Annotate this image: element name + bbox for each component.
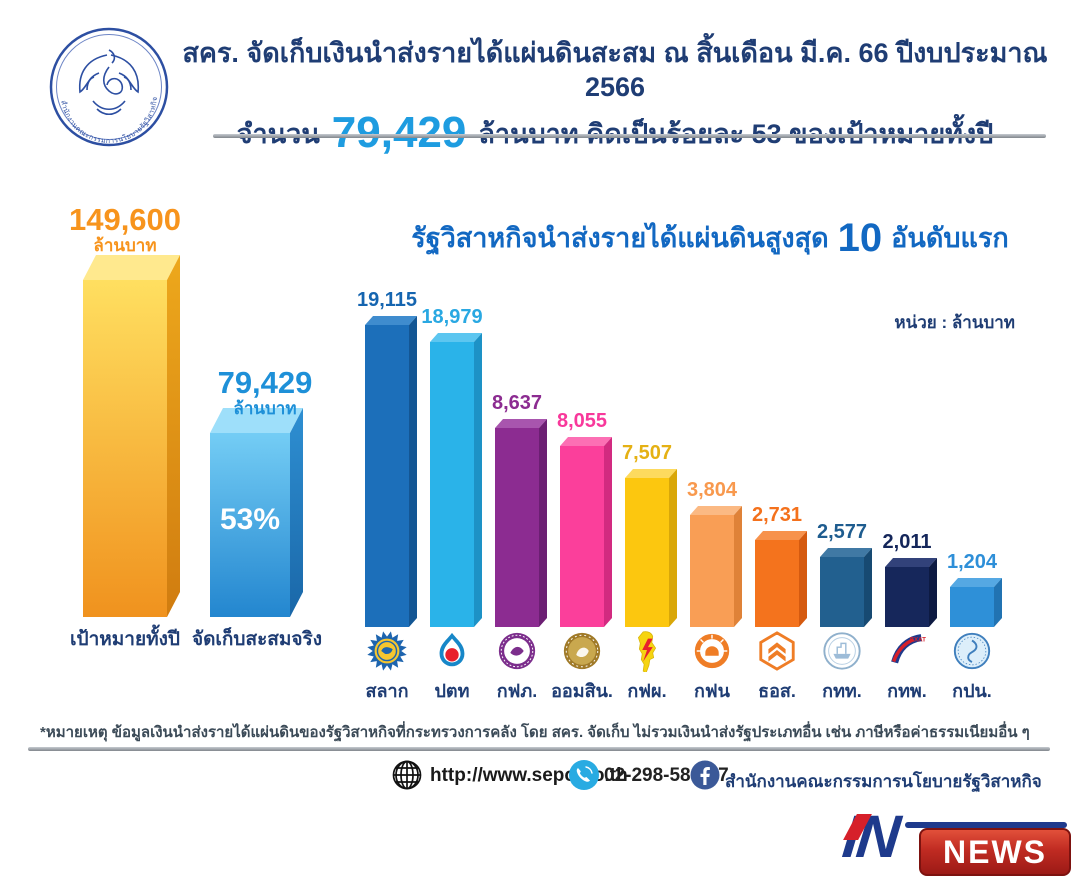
globe-icon [391, 759, 423, 791]
facebook-page-name: สำนักงานคณะกรรมการนโยบายรัฐวิสาหกิจ [725, 772, 1042, 791]
bar-value-label: 7,507 [621, 442, 673, 464]
ptt-icon [431, 630, 473, 672]
svg-text:EXAT: EXAT [910, 636, 926, 643]
egat-icon [626, 630, 668, 674]
top10-title-suffix: อันดับแรก [891, 223, 1009, 253]
bar-category-label: กฟผ. [627, 681, 667, 701]
header-title-block: สคร. จัดเก็บเงินนำส่งรายได้แผ่นดินสะสม ณ… [170, 36, 1060, 155]
bar-value-label: 2,731 [751, 504, 803, 526]
top10-title-prefix: รัฐวิสาหกิจนำส่งรายได้แผ่นดินสูงสุด [411, 223, 829, 253]
bar-category-label: กทท. [822, 681, 862, 701]
bar-value-label: 1,204 [946, 551, 998, 573]
bar-3d-ธอส. [755, 531, 807, 627]
bar-value-label: 8,637 [491, 392, 543, 414]
bar-value-label: 79,429 ล้านบาท [205, 366, 325, 419]
bar-value-label: 149,600 ล้านบาท [60, 203, 190, 256]
bar-category-label: ปตท [434, 681, 470, 701]
innews-blue-bar [905, 822, 1067, 828]
bar-value-label: 2,011 [882, 531, 932, 553]
top10-chart-title: รัฐวิสาหกิจนำส่งรายได้แผ่นดินสูงสุด 10 อ… [385, 216, 1035, 259]
bar-category-label: กปน. [952, 681, 992, 701]
top10-title-number: 10 [837, 215, 883, 260]
pea-icon [496, 630, 538, 672]
bar-value-label: 19,115 [356, 289, 418, 311]
bar-3d-ปตท [430, 333, 482, 627]
innews-logo: IN NEWS [840, 803, 1071, 876]
title-amount-prefix: จำนวน [237, 112, 320, 155]
lottery-office-icon [366, 630, 408, 672]
pat-icon [821, 630, 863, 672]
bar-category-label: กฟน [694, 681, 730, 701]
ghb-icon [756, 630, 798, 672]
bar-category-label: จัดเก็บสะสมจริง [191, 629, 323, 650]
unit-note: หน่วย : ล้านบาท [894, 313, 1015, 332]
header-divider [213, 134, 1046, 138]
main-title-line2: จำนวน 79,429 ล้านบาท คิดเป็นร้อยละ 53 ขอ… [170, 111, 1060, 155]
bar-value-number: 149,600 [68, 202, 182, 237]
bar-value-label: 2,577 [816, 521, 868, 543]
bar-value-label: 3,804 [686, 479, 738, 501]
bar-value-unit: ล้านบาท [93, 236, 157, 255]
title-amount-suffix: ล้านบาท คิดเป็นร้อยละ 53 ของเป้าหมายทั้ง… [478, 112, 993, 155]
bar-category-label: เป้าหมายทั้งปี [70, 629, 180, 650]
bar-value-unit: ล้านบาท [233, 399, 297, 418]
bar-value-label: 8,055 [556, 410, 608, 432]
main-title-line1: สคร. จัดเก็บเงินนำส่งรายได้แผ่นดินสะสม ณ… [182, 38, 1048, 102]
facebook-icon [690, 760, 720, 790]
bar-3d-กฟภ. [495, 419, 547, 627]
innews-news-box: NEWS [919, 828, 1071, 876]
title-amount-value: 79,429 [331, 108, 467, 157]
footer-divider [28, 747, 1050, 751]
bar-3d-กทพ. [885, 558, 937, 627]
phone-icon [568, 759, 600, 791]
bar-value-label: 18,979 [421, 306, 483, 328]
bar-category-label: กทพ. [887, 681, 927, 701]
innews-news-text: NEWS [943, 833, 1047, 870]
bar-3d-กทท. [820, 548, 872, 627]
bar-3d-target [83, 255, 180, 617]
mwa-icon [951, 630, 993, 672]
bar-category-label: ธอส. [758, 681, 796, 701]
sepo-logo: สำนักงานคณะกรรมการนโยบายรัฐวิสาหกิจ [47, 25, 172, 150]
footnote: *หมายเหตุ ข้อมูลเงินนำส่งรายได้แผ่นดินขอ… [40, 724, 1030, 741]
bar-percent-annotation: 53% [219, 503, 281, 536]
bar-3d-กปน. [950, 578, 1002, 627]
bar-3d-ออมสิน. [560, 437, 612, 627]
exat-icon: EXAT [886, 630, 928, 672]
bar-3d-actual [210, 408, 303, 617]
bar-3d-สลาก [365, 316, 417, 627]
bar-3d-กฟผ. [625, 469, 677, 627]
bar-category-label: สลาก [365, 681, 409, 701]
bar-value-number: 79,429 [217, 365, 313, 400]
gsb-icon [561, 630, 603, 672]
sepo-emblem-icon: สำนักงานคณะกรรมการนโยบายรัฐวิสาหกิจ [49, 27, 169, 147]
bar-3d-กฟน [690, 506, 742, 627]
bar-category-label: ออมสิน. [551, 681, 613, 701]
mea-icon [691, 630, 733, 672]
bar-category-label: กฟภ. [496, 681, 538, 701]
